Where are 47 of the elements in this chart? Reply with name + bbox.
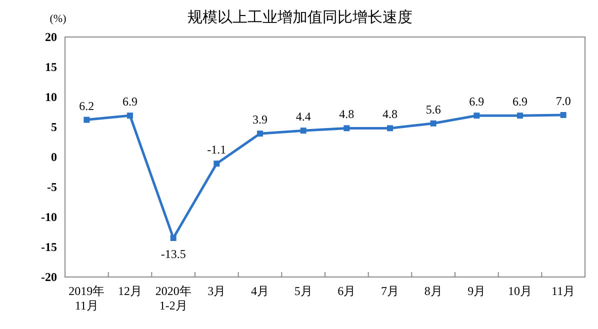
- text: 6.9: [122, 94, 138, 109]
- y-tick-label: -15: [41, 240, 57, 254]
- y-tick-label: 10: [45, 90, 57, 104]
- point: [300, 128, 306, 134]
- text: -1.1: [207, 142, 226, 157]
- point: [387, 125, 393, 132]
- x-tick-label: 12月: [118, 284, 142, 298]
- x-tick-label: 2019年 11月: [68, 284, 105, 312]
- x-tick-label: 11月: [552, 284, 576, 298]
- point: [257, 130, 263, 137]
- point: [170, 235, 176, 241]
- y-tick-label: 0: [51, 150, 57, 164]
- x-tick-label: 9月: [468, 284, 486, 298]
- y-tick-label: 20: [45, 30, 57, 44]
- x-tick-label: 2020年 1-2月: [155, 284, 192, 312]
- y-tick-label: 5: [51, 120, 57, 134]
- point: [474, 112, 480, 119]
- point: [84, 116, 90, 123]
- text: 3.9: [252, 112, 268, 127]
- y-tick-label: 15: [45, 60, 57, 74]
- x-tick-label: 3月: [208, 284, 226, 298]
- x-tick-label: 5月: [294, 284, 312, 298]
- point: [430, 120, 436, 126]
- y-tick-label: -10: [41, 210, 57, 224]
- chart-title: 规模以上工业增加值同比增长速度: [188, 8, 412, 26]
- point: [344, 125, 350, 132]
- x-tick-label: 8月: [424, 284, 442, 298]
- text: 4.8: [382, 107, 398, 122]
- point: [127, 112, 133, 119]
- x-tick-label: 4月: [251, 284, 269, 298]
- text: -13.5: [160, 247, 186, 261]
- text: 4.4: [296, 110, 311, 124]
- x-tick-label: 6月: [338, 284, 356, 298]
- text: 6.9: [469, 94, 484, 109]
- x-tick-label: 10月: [508, 284, 532, 298]
- text: 6.2: [79, 98, 94, 113]
- point: [517, 112, 523, 119]
- y-tick-label: -5: [47, 180, 57, 194]
- text: 5.6: [426, 102, 441, 116]
- text: 4.8: [339, 107, 354, 122]
- y-tick-label: -20: [41, 270, 57, 284]
- y-axis-title: (%): [50, 13, 67, 25]
- x-tick-label: 7月: [381, 284, 399, 298]
- point: [214, 160, 220, 167]
- point: [560, 112, 566, 118]
- text: 6.9: [512, 94, 528, 109]
- text: 7.0: [556, 94, 571, 108]
